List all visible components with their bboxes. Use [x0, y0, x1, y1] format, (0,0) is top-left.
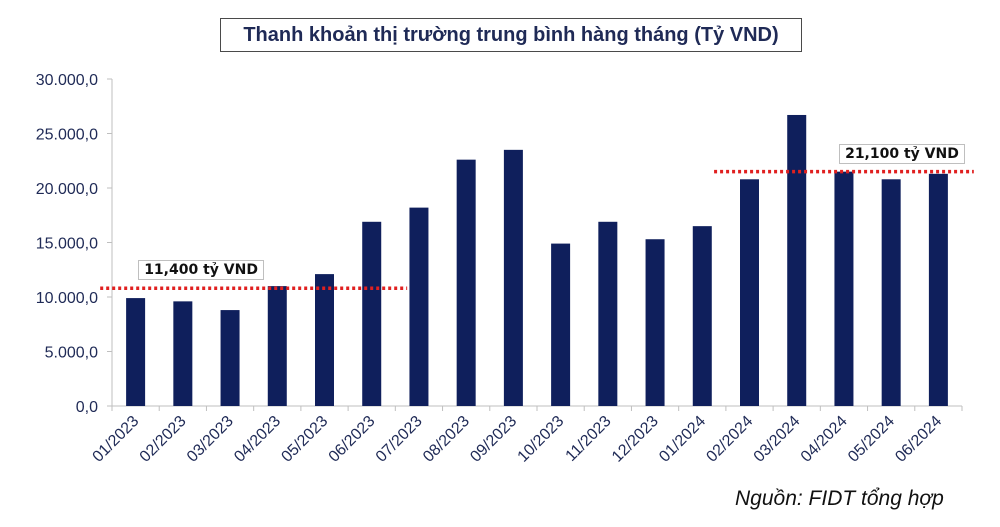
- chart-title: Thanh khoản thị trường trung bình hàng t…: [220, 18, 802, 52]
- bar: [173, 301, 193, 406]
- x-tick-label: 09/2023: [467, 413, 520, 466]
- bar: [267, 286, 287, 406]
- bar: [503, 149, 523, 406]
- bar: [362, 221, 382, 406]
- x-tick-label: 04/2024: [798, 413, 851, 466]
- x-tick-label: 02/2024: [703, 413, 756, 466]
- bar: [928, 173, 948, 406]
- x-tick-label: 06/2023: [326, 413, 379, 466]
- y-tick-label: 5.000,0: [45, 345, 98, 362]
- bar: [315, 274, 334, 406]
- x-tick-label: 02/2023: [137, 413, 190, 466]
- x-tick-label: 03/2023: [184, 413, 237, 466]
- bar: [881, 179, 901, 406]
- bar: [598, 221, 618, 406]
- bar: [692, 226, 712, 406]
- bar: [220, 310, 240, 406]
- y-tick-label: 0,0: [76, 399, 98, 416]
- bar: [409, 207, 429, 406]
- x-tick-label: 08/2023: [420, 413, 473, 466]
- y-tick-label: 10.000,0: [36, 290, 98, 307]
- x-tick-label: 04/2023: [231, 413, 284, 466]
- x-tick-label: 03/2024: [751, 413, 804, 466]
- y-tick-label: 15.000,0: [36, 236, 98, 253]
- x-tick-label: 11/2023: [563, 413, 615, 465]
- y-tick-label: 25.000,0: [36, 127, 98, 144]
- bar: [834, 171, 854, 406]
- bar: [740, 179, 759, 406]
- x-tick-label: 12/2023: [609, 413, 662, 466]
- bar: [551, 243, 571, 406]
- y-tick-label: 30.000,0: [36, 72, 98, 89]
- source-note: Nguồn: FIDT tổng hợp: [735, 487, 944, 510]
- x-tick-label: 10/2023: [515, 413, 568, 466]
- y-tick-label: 20.000,0: [36, 181, 98, 198]
- reference-label-2023: 11,400 tỷ VND: [138, 260, 264, 281]
- bar: [645, 239, 665, 406]
- x-tick-label: 01/2023: [90, 413, 143, 466]
- x-tick-label: 05/2023: [278, 413, 331, 466]
- x-tick-label: 01/2024: [656, 413, 709, 466]
- bar: [456, 159, 476, 406]
- bar: [126, 298, 146, 406]
- x-tick-label: 07/2023: [373, 413, 426, 466]
- x-tick-label: 05/2024: [845, 413, 898, 466]
- x-tick-label: 06/2024: [892, 413, 945, 466]
- bar: [787, 114, 807, 406]
- reference-label-2024: 21,100 tỷ VND: [839, 143, 965, 164]
